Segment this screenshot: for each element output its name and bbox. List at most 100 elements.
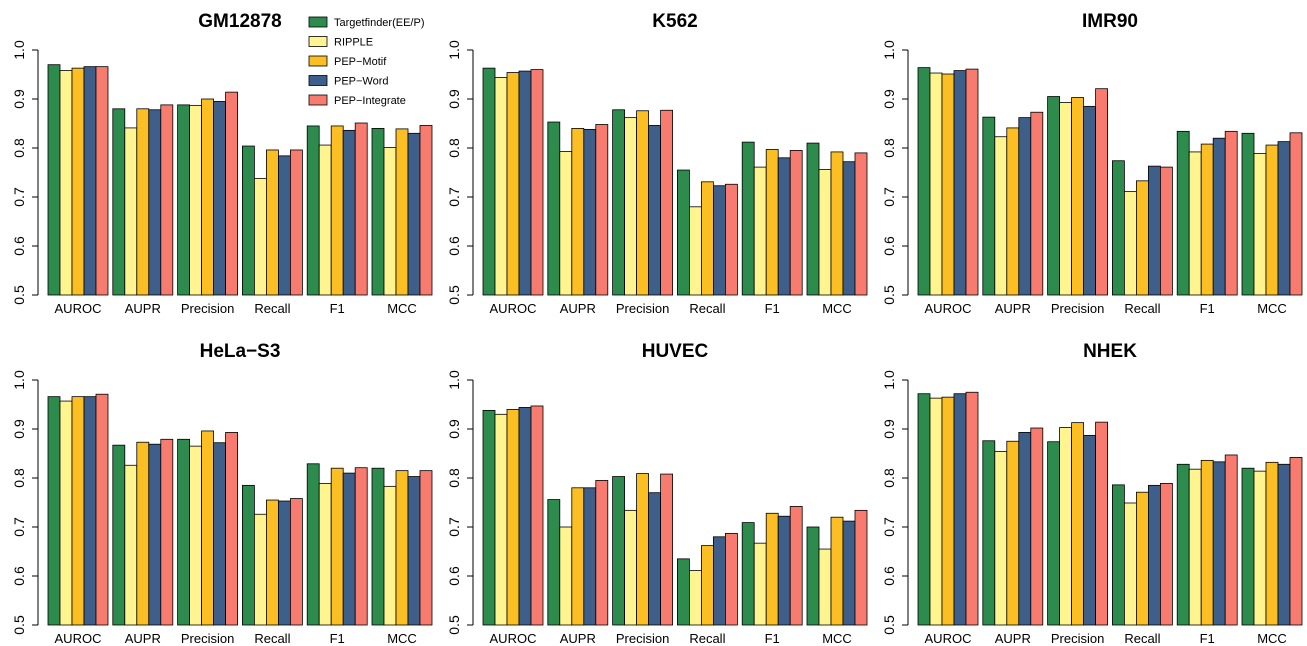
bar	[571, 127, 585, 296]
bar	[1030, 111, 1044, 296]
bar	[253, 177, 267, 296]
bar	[482, 409, 496, 626]
panel-title: HUVEC	[642, 341, 709, 362]
bar	[1241, 132, 1255, 296]
bar	[1289, 132, 1303, 296]
x-tick-label: F1	[330, 631, 345, 646]
bar	[1006, 127, 1020, 296]
bar	[789, 506, 803, 626]
bar	[289, 498, 303, 626]
bar	[189, 445, 203, 626]
bar	[124, 464, 138, 626]
bar	[612, 476, 625, 626]
bar	[354, 122, 368, 296]
bar	[547, 499, 561, 626]
bar	[318, 482, 332, 626]
y-tick-label: 0.7	[881, 517, 897, 537]
bar	[1095, 421, 1108, 626]
bar	[1265, 461, 1279, 626]
panel-title: IMR90	[1082, 11, 1138, 32]
bar	[982, 116, 996, 296]
panel-title: HeLa−S3	[200, 341, 281, 362]
bar	[765, 149, 779, 296]
bar	[1160, 166, 1173, 296]
bar	[1176, 463, 1190, 626]
x-tick-label: MCC	[387, 631, 417, 646]
x-tick-label: Precision	[1051, 631, 1104, 646]
bar	[547, 121, 561, 296]
bar	[124, 127, 138, 296]
bar	[395, 470, 409, 626]
bar	[624, 509, 637, 626]
y-tick-label: 0.9	[446, 419, 462, 439]
y-tick-label: 0.7	[446, 187, 462, 207]
bar	[1188, 151, 1202, 296]
x-tick-label: F1	[765, 631, 780, 646]
y-tick-label: 0.8	[881, 138, 897, 158]
bar	[1083, 105, 1096, 296]
bar	[713, 536, 726, 626]
bar	[213, 442, 227, 626]
bar	[1136, 491, 1149, 626]
bar	[530, 405, 544, 626]
bar	[994, 451, 1008, 626]
bar	[1006, 440, 1020, 626]
y-tick-label: 0.7	[11, 517, 27, 537]
bar	[201, 98, 215, 296]
bar	[559, 526, 573, 626]
bar	[677, 169, 690, 296]
legend-swatch	[308, 55, 328, 67]
x-tick-label: MCC	[822, 631, 852, 646]
bar	[419, 125, 433, 296]
bar	[1212, 137, 1226, 296]
bar	[1200, 459, 1214, 626]
x-tick-label: AUROC	[925, 631, 972, 646]
x-tick-label: F1	[1200, 631, 1215, 646]
bar	[330, 467, 344, 626]
bar	[1188, 468, 1202, 626]
x-tick-label: F1	[330, 301, 345, 316]
legend-entry: RIPPLE	[334, 37, 373, 49]
bar	[1059, 427, 1072, 626]
bar	[1212, 461, 1226, 626]
bar	[818, 169, 832, 296]
bar	[660, 109, 673, 296]
x-tick-label: Recall	[1124, 301, 1160, 316]
bar	[148, 443, 162, 626]
y-tick-label: 1.0	[446, 40, 462, 60]
y-tick-label: 0.5	[446, 615, 462, 635]
bar	[371, 467, 385, 626]
x-tick-label: MCC	[387, 301, 417, 316]
bar	[342, 472, 356, 626]
bar	[842, 520, 856, 626]
bar	[830, 151, 844, 296]
bar	[1071, 422, 1084, 626]
bar	[265, 499, 279, 626]
bar	[371, 127, 385, 296]
bar	[612, 109, 625, 296]
bar	[160, 104, 174, 296]
y-tick-label: 0.6	[881, 236, 897, 256]
bar	[1059, 102, 1072, 296]
x-tick-label: AUROC	[55, 301, 102, 316]
x-tick-label: Recall	[689, 631, 725, 646]
bar	[71, 396, 85, 626]
bar	[583, 487, 597, 626]
bar	[917, 393, 931, 626]
bar	[648, 125, 661, 296]
bar	[1047, 441, 1060, 626]
bar	[518, 70, 532, 296]
bar	[559, 151, 573, 296]
bar	[818, 548, 832, 626]
x-tick-label: Recall	[1124, 631, 1160, 646]
x-tick-label: MCC	[1257, 301, 1287, 316]
bar	[1253, 470, 1267, 626]
y-tick-label: 0.6	[446, 566, 462, 586]
bar	[789, 150, 803, 296]
bar	[965, 391, 979, 626]
y-tick-label: 1.0	[881, 370, 897, 390]
x-tick-label: Precision	[616, 631, 669, 646]
bar	[419, 470, 433, 626]
y-tick-label: 0.9	[881, 419, 897, 439]
